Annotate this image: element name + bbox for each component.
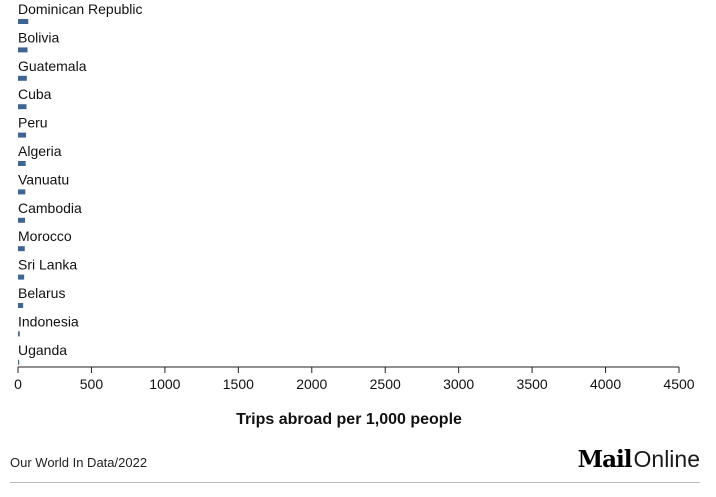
bar xyxy=(18,246,25,251)
x-tick-label: 0 xyxy=(14,376,22,392)
bar xyxy=(18,76,27,81)
category-label: Dominican Republic xyxy=(18,1,143,17)
x-tick-label: 1500 xyxy=(223,376,254,392)
source-credit: Our World In Data/2022 xyxy=(10,455,147,470)
x-tick-label: 2000 xyxy=(296,376,327,392)
bar-chart: Dominican Republic Bolivia Guatemala Cuba Pe… xyxy=(0,0,716,440)
mailonline-logo: MailOnline xyxy=(578,448,700,471)
category-label: Bolivia xyxy=(18,29,59,45)
category-label: Guatemala xyxy=(18,58,87,74)
brand-mail-text: Mail xyxy=(578,446,632,473)
bar xyxy=(18,218,25,223)
bar xyxy=(18,133,26,138)
x-tick-label: 500 xyxy=(80,376,104,392)
brand-online-text: Online xyxy=(634,446,700,472)
bar xyxy=(18,161,26,166)
bar xyxy=(18,360,19,365)
category-label: Sri Lanka xyxy=(18,257,77,273)
category-label: Peru xyxy=(18,115,48,131)
category-label: Vanuatu xyxy=(18,171,69,187)
bar xyxy=(18,189,25,194)
category-label: Belarus xyxy=(18,285,65,301)
category-label: Cuba xyxy=(18,86,52,102)
bar xyxy=(18,275,24,280)
x-tick-label: 3000 xyxy=(443,376,474,392)
category-labels: Dominican Republic Bolivia Guatemala Cuba Pe… xyxy=(18,1,143,358)
bar xyxy=(18,104,27,109)
x-tick-label: 1000 xyxy=(149,376,180,392)
bar xyxy=(18,331,20,336)
category-label: Indonesia xyxy=(18,313,79,329)
bar xyxy=(18,303,23,308)
x-axis-ticks: 0 500 1000 1500 2000 2500 3000 3500 4000 4500 xyxy=(14,367,695,392)
x-tick-label: 2500 xyxy=(370,376,401,392)
bar xyxy=(18,47,28,52)
category-label: Algeria xyxy=(18,143,62,159)
x-axis-title: Trips abroad per 1,000 people xyxy=(236,411,462,428)
category-label: Cambodia xyxy=(18,200,82,216)
footer-divider xyxy=(10,482,700,483)
category-label: Uganda xyxy=(18,342,67,358)
bar xyxy=(18,19,28,24)
x-tick-label: 4500 xyxy=(663,376,694,392)
x-tick-label: 4000 xyxy=(590,376,621,392)
category-label: Morocco xyxy=(18,228,72,244)
x-tick-label: 3500 xyxy=(517,376,548,392)
